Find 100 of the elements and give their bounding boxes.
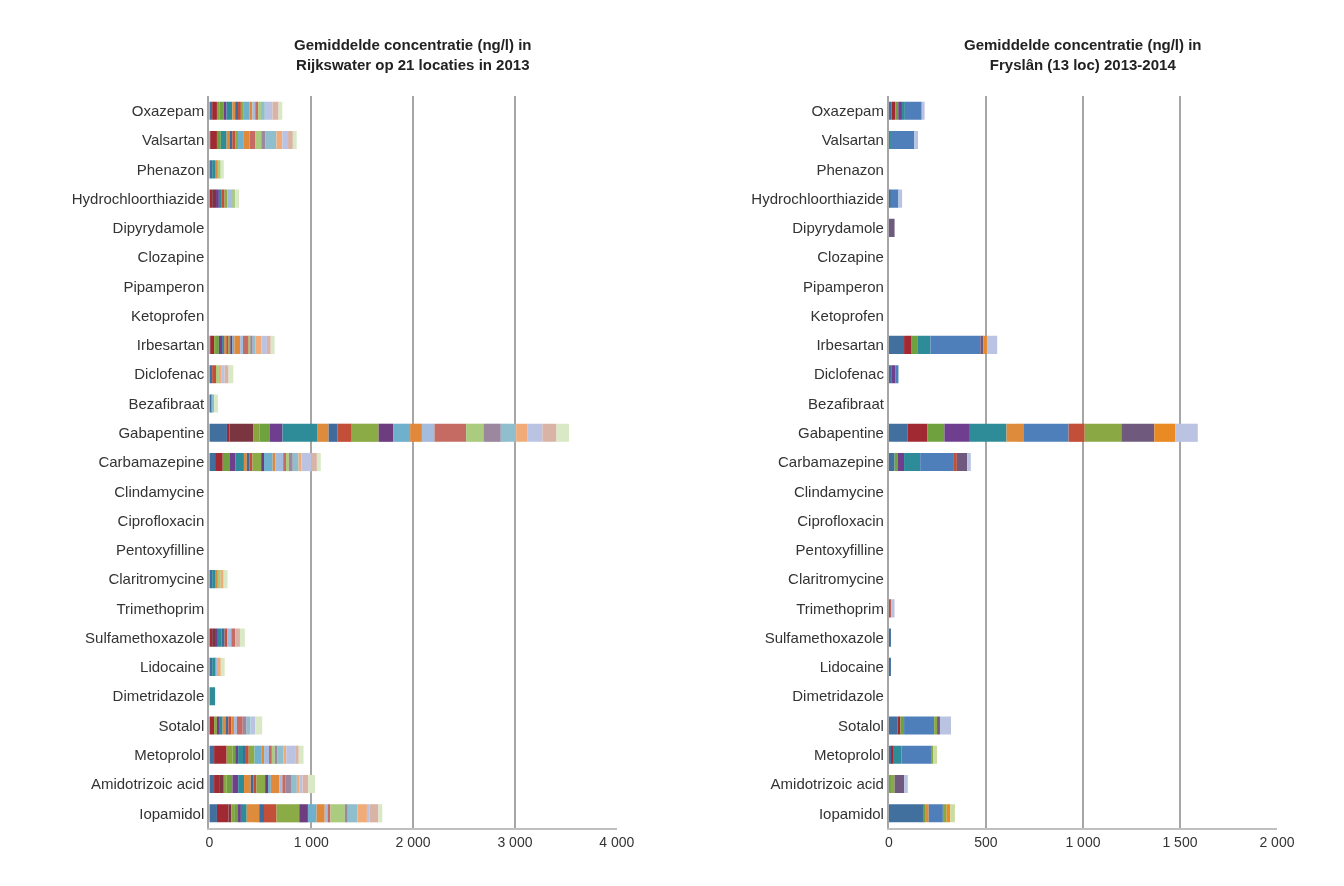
chart-title: Gemiddelde concentratie (ng/l) in Rijkswater op 21 locaties in 2013 <box>294 36 532 73</box>
bar <box>904 101 922 120</box>
y-tick-label: Gabapentine <box>118 424 205 442</box>
bar <box>930 335 981 355</box>
bar <box>261 335 267 355</box>
bar <box>248 745 255 764</box>
bar <box>214 745 227 764</box>
bar <box>928 804 943 823</box>
bar <box>986 335 998 355</box>
bar <box>239 628 245 647</box>
bar <box>888 335 905 355</box>
y-tick-label: Amidotrizoic acid <box>770 775 884 793</box>
bar <box>235 628 240 647</box>
bar <box>212 101 217 120</box>
bar <box>307 804 317 823</box>
bar <box>295 745 299 764</box>
bar <box>219 774 224 794</box>
bar <box>500 423 517 442</box>
bar <box>231 628 236 647</box>
bar <box>888 599 891 618</box>
bar <box>291 774 297 794</box>
bar <box>210 130 217 150</box>
bar <box>904 716 935 735</box>
bar <box>243 101 250 120</box>
bar <box>292 452 299 472</box>
bar <box>220 130 227 150</box>
y-tick-label: Irbesartan <box>136 336 205 354</box>
bar <box>421 423 435 442</box>
bar <box>1023 423 1069 442</box>
y-tick-label: Metoprolol <box>813 746 884 763</box>
bar <box>282 423 318 442</box>
y-tick-label: Amidotrizoic acid <box>90 775 205 793</box>
y-tick-label: Pentoxyfilline <box>115 541 205 559</box>
bar <box>888 628 891 647</box>
bar <box>898 189 903 208</box>
bar <box>466 423 484 442</box>
bar <box>1084 423 1122 442</box>
bar <box>215 452 223 472</box>
bar <box>894 774 905 794</box>
bar <box>238 774 245 794</box>
bar <box>317 423 329 442</box>
bar <box>238 745 244 764</box>
y-tick-label: Lidocaine <box>819 658 884 676</box>
bar <box>298 745 304 764</box>
bar <box>891 365 896 384</box>
bar <box>888 657 891 677</box>
bar <box>261 745 265 764</box>
bar <box>888 423 908 442</box>
bar <box>904 452 921 472</box>
bar <box>888 218 895 237</box>
bar <box>266 335 271 355</box>
bar <box>890 130 915 150</box>
bar <box>556 423 570 442</box>
bar <box>244 774 251 794</box>
bar <box>235 452 244 472</box>
y-tick-label: Metoprolol <box>134 746 205 763</box>
bar <box>235 189 240 208</box>
bar <box>950 804 955 823</box>
bar <box>223 570 228 589</box>
x-tick-label: 2 000 <box>1259 833 1295 850</box>
bar <box>261 452 265 472</box>
bar <box>888 189 891 208</box>
y-tick-label: Dimetridazole <box>112 687 205 705</box>
x-tick-label: 2 000 <box>395 833 431 850</box>
y-tick-label: Lidocaine <box>140 658 205 676</box>
y-tick-label: Sotalol <box>838 716 884 734</box>
bar <box>901 745 932 764</box>
bar <box>888 101 892 120</box>
chart-title: Gemiddelde concentratie (ng/l) in Fryslân (13 loc) 2013-2014 <box>964 36 1202 73</box>
bar <box>264 452 273 472</box>
y-tick-label: Diclofenac <box>134 365 205 383</box>
y-tick-label: Claritromycine <box>788 570 884 588</box>
bar <box>243 130 250 150</box>
bar <box>216 804 229 823</box>
bar <box>316 804 325 823</box>
y-tick-label: Dimetridazole <box>792 687 884 705</box>
bar <box>246 804 260 823</box>
y-tick-label: Clozapine <box>817 248 884 266</box>
bar <box>260 101 265 120</box>
bar <box>212 365 217 384</box>
y-tick-label: Iopamidol <box>818 804 884 822</box>
y-tick-label: Pipamperon <box>803 277 884 295</box>
bar <box>483 423 501 442</box>
bar <box>240 804 247 823</box>
bar <box>357 804 367 823</box>
bar <box>224 365 229 384</box>
y-tick-label: Hydrochloorthiazide <box>71 189 205 207</box>
bar <box>217 628 222 647</box>
bar <box>904 335 912 355</box>
y-tick-label: Trimethoprim <box>796 599 884 617</box>
y-tick-label: Claritromycine <box>108 570 205 588</box>
bar <box>229 452 236 472</box>
y-tick-label: Clindamycine <box>793 482 884 500</box>
bar <box>236 716 243 735</box>
bar <box>242 716 247 735</box>
bar <box>410 423 422 442</box>
y-tick-label: Pipamperon <box>123 277 205 295</box>
bar <box>344 804 348 823</box>
bar <box>308 774 316 794</box>
bar <box>337 423 352 442</box>
